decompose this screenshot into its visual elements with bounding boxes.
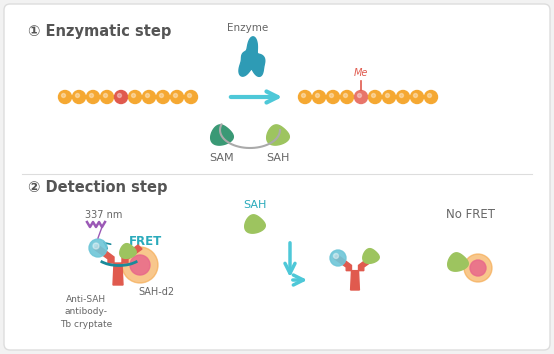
Polygon shape <box>122 245 142 263</box>
Text: 337 nm: 337 nm <box>85 210 122 220</box>
Circle shape <box>341 91 353 103</box>
Circle shape <box>75 93 80 97</box>
Circle shape <box>129 91 141 103</box>
Circle shape <box>160 93 163 97</box>
Circle shape <box>397 91 409 103</box>
Circle shape <box>470 260 486 276</box>
Polygon shape <box>120 244 136 258</box>
Circle shape <box>382 91 396 103</box>
Circle shape <box>411 91 423 103</box>
Circle shape <box>355 91 367 103</box>
Circle shape <box>343 93 347 97</box>
Polygon shape <box>113 263 123 285</box>
Circle shape <box>187 93 192 97</box>
Circle shape <box>93 243 99 249</box>
Circle shape <box>130 255 150 275</box>
Polygon shape <box>358 255 376 271</box>
Circle shape <box>326 91 340 103</box>
Circle shape <box>146 93 150 97</box>
Circle shape <box>171 91 183 103</box>
Circle shape <box>368 91 382 103</box>
Polygon shape <box>266 125 289 145</box>
Circle shape <box>61 93 65 97</box>
Circle shape <box>399 93 403 97</box>
Circle shape <box>334 253 338 258</box>
Circle shape <box>115 91 127 103</box>
Text: ① Enzymatic step: ① Enzymatic step <box>28 24 171 39</box>
Circle shape <box>330 93 334 97</box>
Text: SAH-d2: SAH-d2 <box>138 287 174 297</box>
Polygon shape <box>351 271 360 290</box>
Text: No FRET: No FRET <box>445 208 495 221</box>
Circle shape <box>357 93 362 97</box>
Circle shape <box>413 93 418 97</box>
Circle shape <box>299 91 311 103</box>
Text: ② Detection step: ② Detection step <box>28 180 167 195</box>
Polygon shape <box>363 249 379 263</box>
Polygon shape <box>239 37 265 76</box>
Text: SAM: SAM <box>209 153 234 163</box>
Circle shape <box>156 91 170 103</box>
Polygon shape <box>211 125 233 145</box>
Circle shape <box>330 250 346 266</box>
Text: Anti-SAH
antibody-
Tb cryptate: Anti-SAH antibody- Tb cryptate <box>60 295 112 329</box>
Circle shape <box>386 93 389 97</box>
Circle shape <box>464 254 492 282</box>
Text: Me: Me <box>354 69 368 79</box>
Circle shape <box>122 247 158 283</box>
Circle shape <box>142 91 156 103</box>
Circle shape <box>100 91 114 103</box>
Circle shape <box>59 91 71 103</box>
Circle shape <box>301 93 305 97</box>
Circle shape <box>428 93 432 97</box>
Polygon shape <box>334 255 351 271</box>
Text: SAH: SAH <box>243 200 266 210</box>
FancyBboxPatch shape <box>4 4 550 350</box>
Text: SAH: SAH <box>266 153 290 163</box>
Circle shape <box>86 91 100 103</box>
Circle shape <box>90 93 94 97</box>
Circle shape <box>372 93 376 97</box>
Polygon shape <box>94 245 114 263</box>
Circle shape <box>424 91 438 103</box>
Circle shape <box>89 239 107 257</box>
Circle shape <box>173 93 177 97</box>
Circle shape <box>104 93 107 97</box>
Polygon shape <box>245 215 265 233</box>
Circle shape <box>73 91 85 103</box>
Text: Enzyme: Enzyme <box>227 23 269 33</box>
Circle shape <box>312 91 326 103</box>
Polygon shape <box>448 253 468 271</box>
Circle shape <box>117 93 121 97</box>
Circle shape <box>315 93 320 97</box>
Text: FRET: FRET <box>130 235 163 248</box>
Circle shape <box>131 93 136 97</box>
Circle shape <box>184 91 197 103</box>
